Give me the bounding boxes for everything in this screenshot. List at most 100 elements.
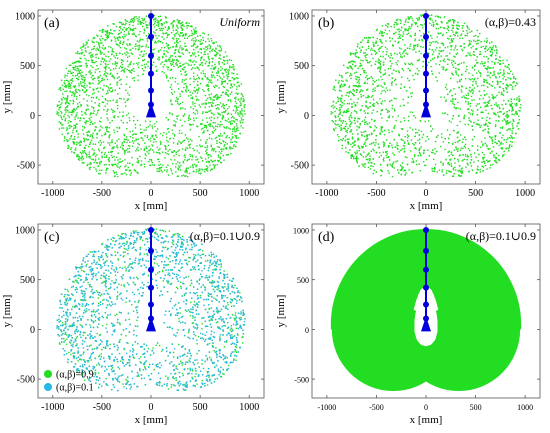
point xyxy=(512,77,515,80)
point xyxy=(346,92,348,94)
point xyxy=(155,134,157,136)
point xyxy=(433,51,435,53)
point xyxy=(148,152,150,155)
point xyxy=(81,110,83,113)
point xyxy=(75,88,77,91)
point xyxy=(180,22,183,24)
point xyxy=(339,84,341,87)
point xyxy=(195,32,197,34)
point xyxy=(124,18,126,21)
point xyxy=(418,134,421,136)
point xyxy=(123,140,125,143)
point xyxy=(487,66,489,68)
point xyxy=(171,172,174,175)
point xyxy=(173,52,176,55)
point xyxy=(237,98,240,101)
point xyxy=(152,134,154,137)
point xyxy=(360,64,363,67)
point xyxy=(386,26,389,28)
point xyxy=(105,66,108,68)
point xyxy=(350,117,353,119)
point xyxy=(496,49,498,51)
point xyxy=(496,82,499,84)
point xyxy=(477,36,479,38)
point xyxy=(373,103,375,105)
point xyxy=(173,20,175,22)
point xyxy=(370,64,373,67)
point xyxy=(483,123,485,126)
point xyxy=(105,68,107,71)
point xyxy=(193,170,195,173)
point xyxy=(185,45,187,47)
point xyxy=(116,82,118,84)
point xyxy=(123,41,125,43)
point xyxy=(87,138,90,141)
point xyxy=(204,158,207,160)
point xyxy=(78,72,80,75)
point xyxy=(90,163,92,165)
point xyxy=(103,58,105,60)
point xyxy=(213,99,215,101)
point xyxy=(137,23,139,25)
point xyxy=(132,137,134,139)
point xyxy=(171,93,174,95)
point xyxy=(338,74,341,76)
point xyxy=(237,81,239,83)
point xyxy=(517,122,519,125)
point xyxy=(468,54,470,56)
point xyxy=(85,153,87,155)
point xyxy=(118,32,120,35)
point xyxy=(162,32,164,34)
point xyxy=(182,48,185,50)
point xyxy=(456,141,459,143)
point xyxy=(356,51,358,54)
point xyxy=(118,127,121,129)
point xyxy=(467,45,470,47)
point xyxy=(378,32,381,34)
point xyxy=(89,123,91,126)
point xyxy=(140,51,142,53)
point xyxy=(374,89,376,92)
point xyxy=(188,116,190,118)
point xyxy=(129,86,131,88)
point xyxy=(105,126,107,128)
point xyxy=(93,166,95,169)
point xyxy=(128,23,131,26)
point xyxy=(387,170,389,172)
point xyxy=(412,20,414,22)
point xyxy=(111,74,114,76)
point xyxy=(146,40,149,42)
point xyxy=(116,140,118,142)
point xyxy=(482,65,485,67)
point xyxy=(113,131,116,134)
point xyxy=(349,90,351,93)
point xyxy=(364,51,366,54)
point xyxy=(104,105,107,107)
point xyxy=(132,140,134,142)
point xyxy=(90,116,92,119)
point xyxy=(109,87,112,89)
point xyxy=(474,64,476,66)
point xyxy=(220,152,222,155)
point xyxy=(173,133,176,136)
point xyxy=(466,30,468,32)
point xyxy=(463,42,465,45)
point xyxy=(174,55,177,58)
point xyxy=(73,152,75,154)
point xyxy=(86,66,88,68)
point xyxy=(235,105,237,107)
point xyxy=(202,89,204,91)
point xyxy=(59,122,62,125)
point xyxy=(100,63,102,65)
point xyxy=(227,75,230,78)
point xyxy=(178,154,180,157)
point xyxy=(130,20,132,22)
point xyxy=(231,133,234,135)
point xyxy=(508,72,511,75)
point xyxy=(151,135,153,138)
point xyxy=(195,117,198,119)
point xyxy=(484,105,486,108)
point xyxy=(176,143,179,146)
point xyxy=(137,20,139,22)
point xyxy=(356,112,358,114)
